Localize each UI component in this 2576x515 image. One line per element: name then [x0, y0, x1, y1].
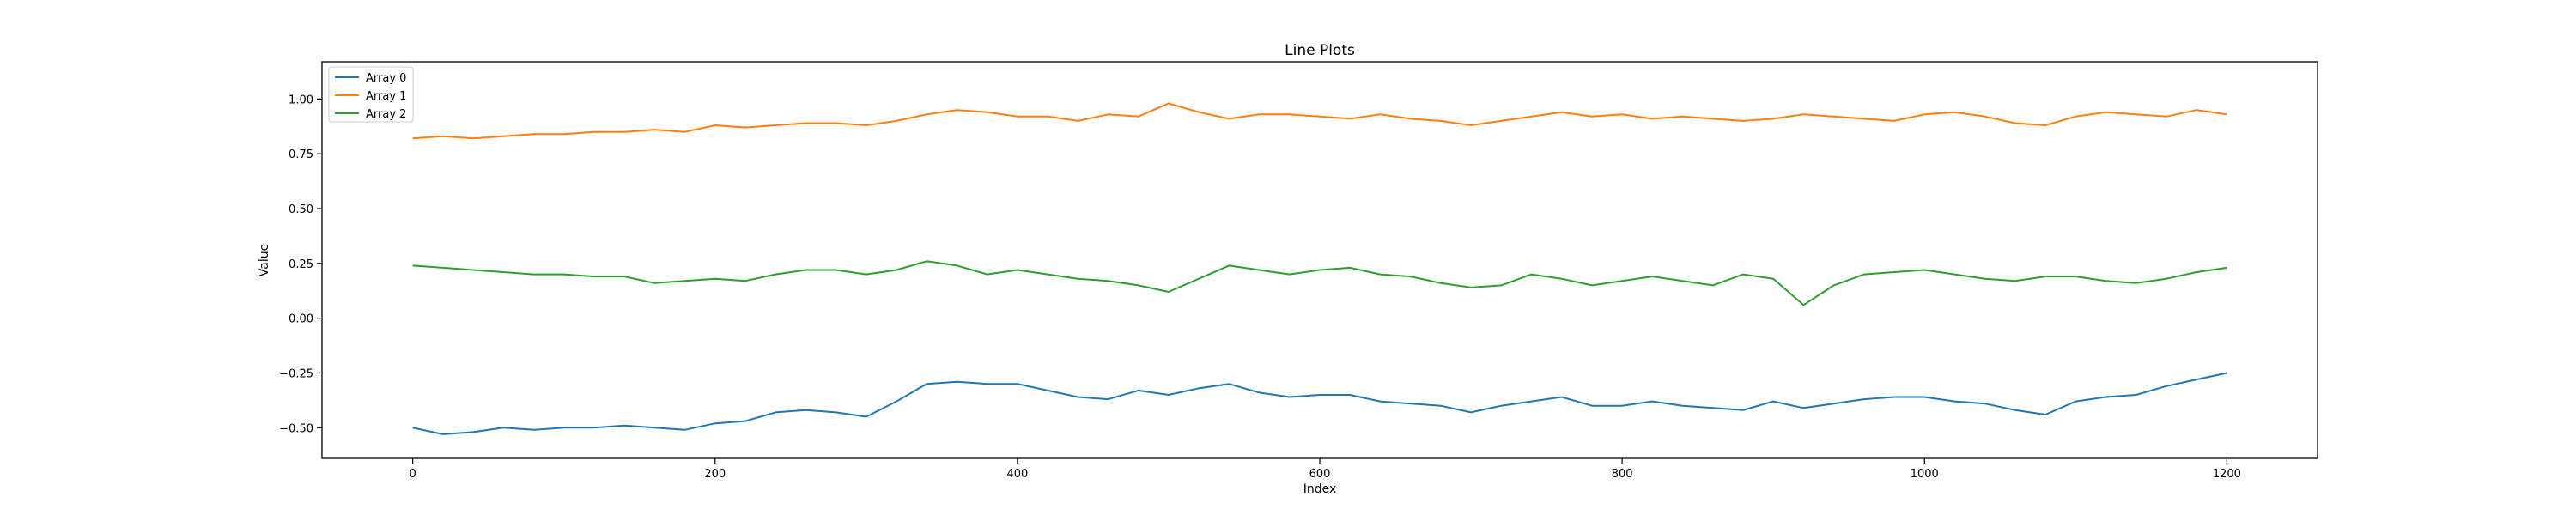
y-axis: −0.50 −0.25 0.00 0.25 0.50 0.75 1.00	[279, 94, 322, 435]
chart-title: Line Plots	[1285, 42, 1355, 59]
y-tick-label: 1.00	[289, 94, 313, 106]
x-tick-label: 1200	[2213, 468, 2241, 481]
x-tick-label: 0	[409, 468, 416, 481]
legend-label-2: Array 2	[366, 108, 406, 121]
y-tick-label: 0.75	[289, 148, 313, 161]
y-tick-label: −0.50	[279, 422, 313, 435]
x-tick-label: 200	[704, 468, 726, 481]
legend-box	[328, 66, 414, 123]
series-line-2	[412, 260, 2227, 306]
x-tick-label: 600	[1309, 468, 1331, 481]
legend: Array 0 Array 1 Array 2	[328, 66, 414, 123]
y-tick-label: −0.25	[279, 367, 313, 380]
y-tick-label: 0.00	[289, 313, 313, 326]
x-axis-label: Index	[1303, 482, 1337, 496]
legend-label-1: Array 1	[366, 90, 406, 103]
y-tick-label: 0.50	[289, 203, 313, 216]
legend-label-0: Array 0	[366, 72, 406, 85]
plot-lines	[412, 102, 2227, 435]
y-tick-label: 0.25	[289, 258, 313, 271]
series-line-1	[412, 102, 2227, 140]
x-tick-label: 800	[1612, 468, 1633, 481]
y-axis-label: Value	[258, 244, 271, 276]
x-tick-label: 400	[1006, 468, 1028, 481]
series-line-0	[412, 372, 2227, 435]
x-axis: 0 200 400 600 800 1000 1200	[409, 458, 2241, 481]
x-tick-label: 1000	[1911, 468, 1939, 481]
